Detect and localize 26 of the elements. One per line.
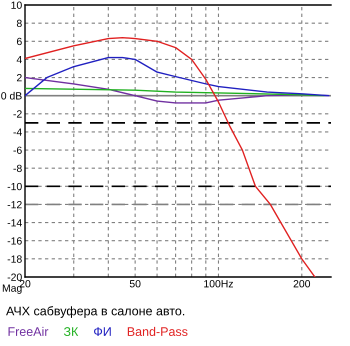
y-tick-label: 4 [16, 56, 22, 64]
text: Band-Pass [128, 326, 188, 336]
x-tick-label: 100Hz [204, 280, 234, 288]
y-tick-label: 8 [16, 20, 22, 28]
y-tick-label: -4 [13, 128, 22, 136]
y-tick-label: -14 [8, 219, 22, 226]
y-tick-label: -6 [13, 146, 22, 154]
y-tick-label: -16 [8, 237, 22, 245]
text: ФИ [94, 327, 111, 336]
y-axis-title: Mag [2, 284, 22, 294]
y-tick-label: -12 [8, 200, 22, 208]
y-tick-label: 0 dB [1, 92, 22, 100]
y-tick-label: -2 [13, 110, 22, 118]
x-tick-label: 50 [130, 280, 141, 288]
y-tick-label: -10 [8, 182, 22, 190]
y-tick-label: -8 [13, 164, 22, 172]
y-tick-label: 6 [16, 38, 22, 46]
x-tick-label: 20 [20, 280, 30, 288]
text: ЗК [64, 327, 78, 336]
y-tick-label: -18 [8, 255, 22, 263]
x-tick-label: 200 [294, 280, 310, 288]
text: АЧХ сабвуфера в салоне авто. [6, 306, 184, 318]
text: FreeAir [8, 326, 48, 336]
y-tick-label: 2 [16, 74, 22, 82]
y-tick-label: 10 [11, 2, 22, 9]
y-tick-label: -20 [8, 274, 22, 281]
